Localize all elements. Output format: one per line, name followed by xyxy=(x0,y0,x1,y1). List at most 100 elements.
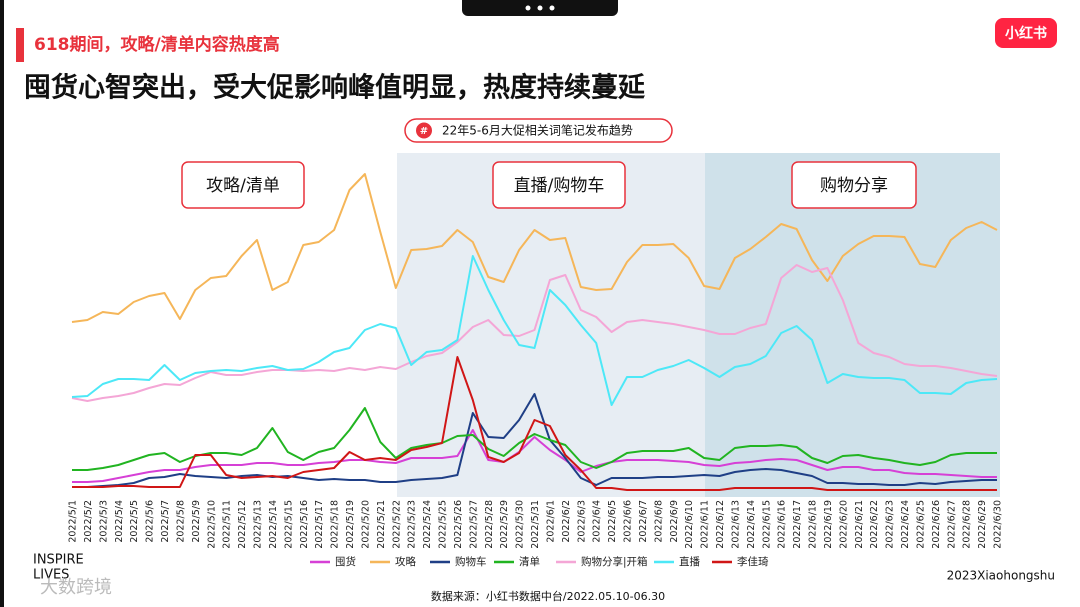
x-tick-label: 2022/6/5 xyxy=(607,500,618,543)
chart-title: 22年5-6月大促相关词笔记发布趋势 xyxy=(442,123,633,138)
kicker: 618期间，攻略/清单内容热度高 xyxy=(34,34,280,55)
x-tick-label: 2022/5/19 xyxy=(345,500,356,549)
x-tick-label: 2022/6/6 xyxy=(623,500,634,543)
series-line xyxy=(71,173,998,323)
x-tick-label: 2022/5/9 xyxy=(191,500,202,543)
x-tick-label: 2022/5/3 xyxy=(98,500,109,543)
x-tick-label: 2022/6/22 xyxy=(869,500,880,549)
x-tick-label: 2022/5/5 xyxy=(129,500,140,543)
x-tick-label: 2022/5/14 xyxy=(268,500,279,549)
x-tick-label: 2022/5/31 xyxy=(530,500,541,549)
x-tick-label: 2022/5/12 xyxy=(237,500,248,549)
notch-dot xyxy=(525,5,531,11)
x-tick-label: 2022/5/1 xyxy=(68,500,79,543)
phase-label: 攻略/清单 xyxy=(206,176,280,196)
x-tick-label: 2022/6/15 xyxy=(761,500,772,549)
x-tick-label: 2022/5/22 xyxy=(391,500,402,549)
series-line xyxy=(71,255,998,406)
series-line xyxy=(72,356,997,491)
x-tick-label: 2022/5/29 xyxy=(499,500,510,549)
x-tick-label: 2022/5/16 xyxy=(299,500,310,549)
x-tick-label: 2022/6/26 xyxy=(931,500,942,549)
phase-label: 购物分享 xyxy=(820,176,888,196)
x-tick-label: 2022/6/18 xyxy=(808,500,819,549)
phase-box xyxy=(492,161,626,209)
x-tick-label: 2022/6/17 xyxy=(792,500,803,549)
copyright: 2023Xiaohongshu xyxy=(947,569,1055,583)
x-tick-label: 2022/5/30 xyxy=(515,500,526,549)
x-tick-label: 2022/5/7 xyxy=(160,500,171,543)
legend-label: 直播 xyxy=(679,555,700,568)
x-tick-label: 2022/5/4 xyxy=(114,500,125,543)
x-tick-label: 2022/6/14 xyxy=(746,500,757,549)
phase-label: 直播/购物车 xyxy=(514,176,605,196)
x-tick-label: 2022/6/20 xyxy=(838,500,849,549)
legend-label: 清单 xyxy=(519,555,540,568)
x-tick-label: 2022/5/10 xyxy=(206,500,217,549)
x-tick-label: 2022/6/10 xyxy=(684,500,695,549)
x-tick-label: 2022/5/2 xyxy=(83,500,94,543)
x-tick-label: 2022/6/21 xyxy=(854,500,865,549)
x-tick-label: 2022/6/4 xyxy=(592,500,603,543)
x-tick-label: 2022/5/26 xyxy=(453,500,464,549)
logo-text: 小红书 xyxy=(1005,25,1047,42)
x-tick-label: 2022/5/18 xyxy=(330,500,341,549)
headline: 囤货心智突出，受大促影响峰值明显，热度持续蔓延 xyxy=(24,72,646,104)
x-tick-label: 2022/6/8 xyxy=(653,500,664,543)
legend-label: 李佳琦 xyxy=(737,555,769,568)
x-tick-label: 2022/5/13 xyxy=(253,500,264,549)
x-tick-label: 2022/6/25 xyxy=(915,500,926,549)
frame-edge xyxy=(0,0,4,607)
phase-box xyxy=(181,161,305,209)
x-tick-label: 2022/5/24 xyxy=(422,500,433,549)
legend-label: 购物分享|开箱 xyxy=(581,555,648,568)
notch-dot xyxy=(537,5,543,11)
legend-label: 购物车 xyxy=(455,555,487,568)
x-tick-label: 2022/6/27 xyxy=(946,500,957,549)
x-tick-label: 2022/6/1 xyxy=(545,500,556,543)
x-tick-label: 2022/6/23 xyxy=(885,500,896,549)
x-tick-label: 2022/6/7 xyxy=(638,500,649,543)
x-tick-label: 2022/6/11 xyxy=(700,500,711,549)
x-tick-label: 2022/5/20 xyxy=(360,500,371,549)
x-tick-label: 2022/5/8 xyxy=(175,500,186,543)
chart-title-pill xyxy=(404,118,673,143)
series-line xyxy=(72,393,997,488)
phase-box xyxy=(791,161,917,209)
x-tick-label: 2022/6/29 xyxy=(977,500,988,549)
x-tick-label: 2022/5/23 xyxy=(407,500,418,549)
x-tick-label: 2022/5/11 xyxy=(222,500,233,549)
accent-bar xyxy=(16,28,24,62)
brand: INSPIRE xyxy=(33,553,84,568)
legend-label: 攻略 xyxy=(395,555,416,568)
x-tick-label: 2022/5/17 xyxy=(314,500,325,549)
series-line xyxy=(72,429,997,483)
badge-circle xyxy=(416,122,432,139)
x-tick-label: 2022/6/30 xyxy=(993,500,1004,549)
series-line xyxy=(72,407,997,471)
x-tick-label: 2022/6/28 xyxy=(962,500,973,549)
logo xyxy=(995,18,1057,48)
x-tick-label: 2022/5/6 xyxy=(145,500,156,543)
x-tick-label: 2022/6/24 xyxy=(900,500,911,549)
legend-label: 囤货 xyxy=(335,555,356,568)
x-tick-label: 2022/6/16 xyxy=(777,500,788,549)
x-tick-label: 2022/6/2 xyxy=(561,500,572,543)
x-tick-label: 2022/5/28 xyxy=(484,500,495,549)
x-tick-label: 2022/6/19 xyxy=(823,500,834,549)
notch-dot xyxy=(549,5,555,11)
series-line xyxy=(71,264,998,402)
x-tick-label: 2022/5/21 xyxy=(376,500,387,549)
brand: LIVES xyxy=(33,568,69,583)
x-tick-label: 2022/5/15 xyxy=(283,500,294,549)
x-tick-label: 2022/6/12 xyxy=(715,500,726,549)
source: 数据来源：小红书数据中台/2022.05.10-06.30 xyxy=(431,589,665,603)
x-tick-label: 2022/5/25 xyxy=(438,500,449,549)
x-tick-label: 2022/5/27 xyxy=(468,500,479,549)
x-tick-label: 2022/6/13 xyxy=(730,500,741,549)
watermark: 大数跨境 xyxy=(40,577,112,598)
badge: # xyxy=(420,126,428,137)
x-tick-label: 2022/6/9 xyxy=(669,500,680,543)
x-tick-label: 2022/6/3 xyxy=(576,500,587,543)
